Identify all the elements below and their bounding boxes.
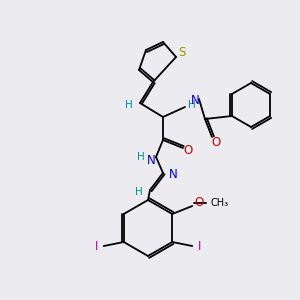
Text: O: O — [212, 136, 220, 148]
Text: O: O — [194, 196, 203, 209]
Text: H: H — [137, 152, 145, 162]
Text: N: N — [190, 94, 200, 107]
Text: I: I — [94, 239, 98, 253]
Text: O: O — [183, 143, 193, 157]
Text: I: I — [198, 239, 202, 253]
Text: H: H — [135, 187, 143, 197]
Text: H: H — [188, 100, 196, 110]
Text: N: N — [169, 169, 177, 182]
Text: H: H — [125, 100, 133, 110]
Text: N: N — [147, 154, 155, 166]
Text: S: S — [178, 46, 186, 59]
Text: CH₃: CH₃ — [210, 198, 228, 208]
